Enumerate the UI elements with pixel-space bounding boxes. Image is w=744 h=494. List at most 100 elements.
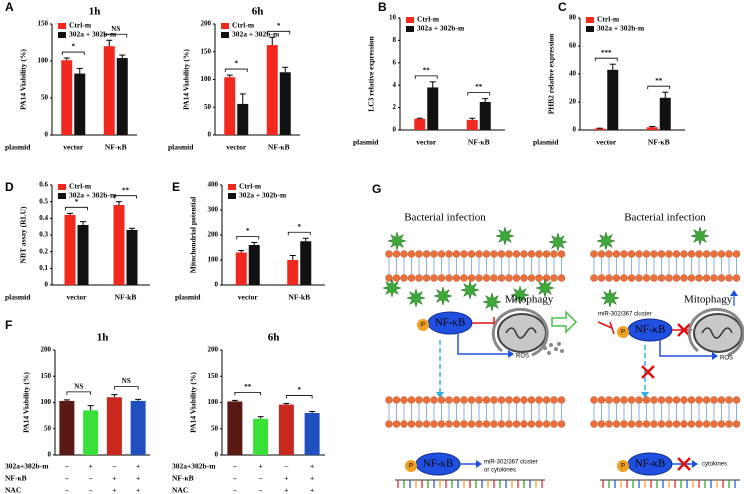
lipid-head	[672, 250, 681, 258]
cristae	[701, 327, 733, 339]
legend-swatch	[586, 26, 594, 32]
lipid-head	[430, 274, 438, 282]
y-tick-label: 400	[208, 181, 219, 189]
lipid-head	[392, 250, 401, 258]
lipid-head	[407, 250, 416, 258]
autophagosome	[491, 307, 549, 357]
lipid-head	[490, 396, 498, 404]
significance-bracket	[66, 391, 92, 395]
ros-arrow	[659, 340, 712, 357]
lipid-head	[475, 250, 483, 258]
legend-label: 302a + 302b-m	[69, 191, 117, 200]
significance-bracket	[224, 68, 248, 73]
phospho-label: P	[409, 464, 413, 470]
lipid-head	[717, 420, 726, 428]
x-tick-label: NF-κB	[105, 143, 127, 152]
significance-label: *	[235, 60, 239, 68]
row-label: plasmid	[175, 293, 201, 302]
bar	[83, 410, 99, 455]
y-tick-label: 50	[41, 94, 49, 102]
panel-letter: B	[378, 0, 387, 14]
y-tick-label: 200	[41, 346, 52, 354]
lipid-head	[422, 250, 431, 258]
lipid-head	[627, 420, 636, 428]
lipid-head	[437, 396, 446, 404]
bacterium	[495, 226, 515, 246]
phospho-label: P	[621, 330, 625, 336]
lipid-head	[550, 396, 558, 404]
y-tick-label: 200	[208, 346, 219, 354]
significance-label: *	[277, 22, 281, 30]
bacterium	[387, 231, 407, 251]
arrow-head	[712, 352, 718, 360]
legend-label: Ctrl-m	[232, 21, 255, 30]
transition-arrow	[551, 310, 578, 334]
significance-bracket	[234, 392, 262, 396]
bacterium	[482, 292, 502, 312]
panel-letter: F	[5, 318, 12, 332]
condition-mark: +	[310, 474, 314, 483]
lipid-head	[407, 420, 416, 428]
y-tick-label: 60	[569, 42, 577, 50]
lipid-head	[490, 250, 498, 258]
condition-mark: –	[112, 462, 117, 471]
lipid-head	[650, 274, 658, 282]
y-tick-label: 4	[393, 81, 397, 89]
lipid-head	[400, 396, 408, 404]
bar	[130, 400, 146, 455]
lipid-head	[490, 420, 498, 428]
bacterium	[690, 226, 710, 246]
significance-bracket	[113, 386, 139, 390]
lipid-head	[385, 420, 393, 428]
y-tick-label: 50	[211, 424, 219, 432]
lipid-head	[467, 250, 476, 258]
arrow-head	[641, 392, 649, 398]
bar	[237, 103, 249, 135]
lipid-head	[467, 396, 476, 404]
legend-label: 302a + 302b-m	[69, 30, 117, 39]
ros-particle	[560, 349, 564, 353]
x-tick-label: vector	[226, 143, 247, 152]
lipid-head	[732, 274, 741, 282]
lipid-head	[482, 274, 491, 282]
lipid-head	[437, 420, 446, 428]
arrow-head	[692, 460, 698, 468]
lipid-head	[550, 250, 558, 258]
significance-label: *	[298, 386, 302, 394]
lipid-head	[657, 274, 666, 282]
condition-mark: –	[64, 462, 69, 471]
lipid-head	[650, 420, 658, 428]
lipid-head	[520, 420, 528, 428]
condition-mark: +	[310, 462, 314, 471]
lipid-head	[717, 250, 726, 258]
lipid-head	[590, 396, 598, 404]
lipid-head	[612, 420, 621, 428]
lipid-head	[437, 274, 446, 282]
lipid-head	[612, 274, 621, 282]
chart-title: 6h	[252, 6, 264, 18]
inhibition	[472, 317, 495, 329]
lipid-head	[505, 274, 513, 282]
y-axis-label: PHB2 relative expression	[547, 33, 556, 114]
lipid-head	[605, 250, 613, 258]
y-tick-label: 0	[48, 451, 52, 459]
legend-swatch	[228, 184, 236, 190]
lipid-head	[520, 396, 528, 404]
significance-label: NS	[111, 25, 120, 33]
bacterium	[510, 285, 530, 305]
bar	[126, 230, 138, 285]
lipid-head	[717, 396, 726, 404]
panel-letter: E	[172, 180, 180, 194]
nfkb-label: NF-κB	[435, 317, 466, 329]
lipid-head	[687, 250, 696, 258]
y-tick-label: 0.6	[39, 181, 48, 189]
lipid-head	[497, 250, 506, 258]
condition-mark: –	[258, 486, 263, 494]
lipid-head	[635, 274, 643, 282]
x-tick-label: NF-kB	[115, 293, 137, 302]
bar	[659, 97, 671, 130]
ros-particle	[543, 346, 547, 350]
y-tick-label: 100	[38, 57, 49, 65]
legend-swatch	[58, 23, 66, 29]
